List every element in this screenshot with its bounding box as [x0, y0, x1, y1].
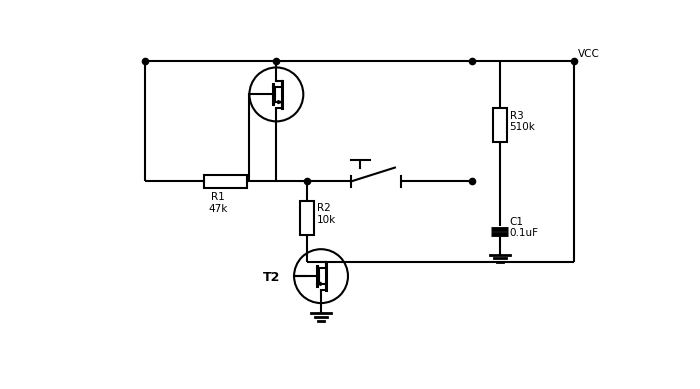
Bar: [204, 175, 248, 188]
Polygon shape: [278, 101, 281, 103]
Text: R2
10k: R2 10k: [317, 203, 337, 224]
Text: T2: T2: [262, 271, 280, 284]
Bar: [300, 201, 314, 235]
Text: R1
47k: R1 47k: [209, 192, 228, 214]
Text: VCC: VCC: [578, 49, 599, 59]
Text: R3
510k: R3 510k: [510, 110, 536, 132]
Bar: [493, 108, 507, 142]
Polygon shape: [317, 282, 321, 286]
Text: C1
0.1uF: C1 0.1uF: [510, 217, 539, 238]
